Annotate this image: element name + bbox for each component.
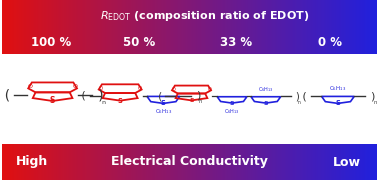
Text: S: S <box>230 101 234 105</box>
Text: ): ) <box>370 91 376 101</box>
Text: High: High <box>16 156 48 168</box>
Text: n: n <box>373 100 376 105</box>
Text: 33 %: 33 % <box>220 36 253 49</box>
Text: 100 %: 100 % <box>31 36 71 49</box>
Text: O: O <box>73 84 77 89</box>
Text: S: S <box>161 100 166 106</box>
Text: O: O <box>28 84 33 89</box>
Text: O: O <box>98 86 102 91</box>
Text: n: n <box>298 100 301 105</box>
Text: S: S <box>189 98 194 103</box>
Text: S: S <box>118 98 122 104</box>
Text: S: S <box>263 101 268 105</box>
Text: C$_6$H$_{13}$: C$_6$H$_{13}$ <box>329 84 347 93</box>
Text: n: n <box>102 100 105 105</box>
Text: ): ) <box>195 91 202 101</box>
Text: $\mathit{R}_{\mathrm{EDOT}}$ (composition ratio of EDOT): $\mathit{R}_{\mathrm{EDOT}}$ (compositio… <box>100 9 309 23</box>
Text: 0 %: 0 % <box>318 36 342 49</box>
Text: (: ( <box>301 91 308 101</box>
Text: (: ( <box>2 88 10 102</box>
Text: O: O <box>172 87 175 92</box>
Text: Low: Low <box>333 156 361 168</box>
Text: C$_6$H$_{13}$: C$_6$H$_{13}$ <box>258 85 274 94</box>
Text: ): ) <box>294 91 301 101</box>
Text: C$_6$H$_{13}$: C$_6$H$_{13}$ <box>224 107 240 116</box>
Text: C$_6$H$_{13}$: C$_6$H$_{13}$ <box>155 107 172 116</box>
Text: S: S <box>50 96 55 105</box>
Text: O: O <box>208 87 211 92</box>
Text: Electrical Conductivity: Electrical Conductivity <box>111 156 268 168</box>
Text: S: S <box>335 100 340 106</box>
Text: O: O <box>138 86 142 91</box>
Text: n: n <box>198 99 202 104</box>
Text: (: ( <box>157 91 163 101</box>
Text: (: ( <box>80 91 87 101</box>
Text: 50 %: 50 % <box>123 36 155 49</box>
Text: ): ) <box>97 88 105 102</box>
